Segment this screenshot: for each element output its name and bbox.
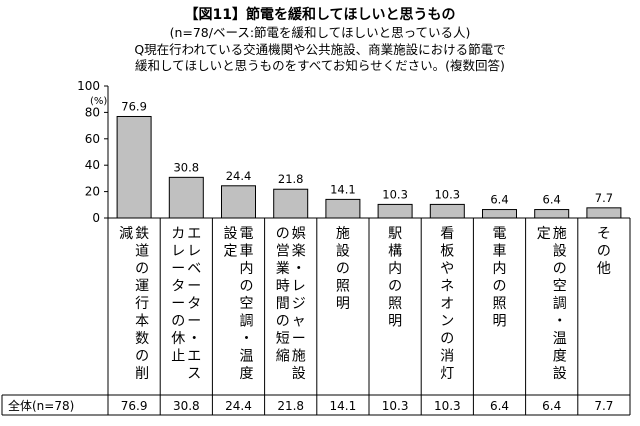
bar: [429, 203, 465, 219]
table-value: 10.3: [382, 399, 409, 413]
bar: [377, 203, 413, 219]
data-label: 76.9: [121, 99, 147, 113]
category-label: エレベーター・エスカレーターの休止: [171, 226, 201, 382]
category-labels: 鉄道の運行本数の削減 エレベーター・エスカレーターの休止電車内の空調・温度設定娯楽…: [119, 218, 611, 395]
y-tick-label: 0: [92, 211, 100, 225]
bar: [325, 198, 361, 219]
category-label: 娯楽・レジャー施設の営業時間の短縮: [276, 226, 306, 382]
data-label: 6.4: [543, 193, 561, 207]
chart-question-line1: Q現在行われている交通機関や公共施設、商業施設における節電で: [134, 42, 506, 57]
table-value: 6.4: [542, 399, 561, 413]
category-label: 看板やネオンの消灯: [440, 226, 454, 382]
table-value: 14.1: [330, 399, 357, 413]
data-label: 6.4: [490, 193, 508, 207]
data-label: 14.1: [330, 182, 356, 196]
category-label: 施設の照明: [336, 226, 350, 312]
data-label: 30.8: [173, 160, 199, 174]
y-tick-label: 80: [85, 105, 100, 119]
category-label: 鉄道の運行本数の削減: [119, 225, 149, 382]
bar: [273, 188, 309, 219]
data-labels: 76.9 30.8 24.4 21.8 14.1 10.3 10.3 6.4 6.4 7.7: [121, 99, 613, 206]
data-label: 10.3: [382, 187, 408, 201]
bar: [482, 209, 517, 219]
category-label: 施設の空調・温度設定: [537, 226, 567, 382]
data-label: 7.7: [595, 191, 613, 205]
table-value: 30.8: [173, 399, 200, 413]
bar: [168, 176, 204, 219]
table-value: 10.3: [434, 399, 461, 413]
chart-subtitle-base: (n=78/ベース:節電を緩和してほしいと思っている人): [169, 25, 471, 40]
category-label: 駅構内の照明: [388, 226, 402, 330]
table-value: 6.4: [490, 399, 509, 413]
chart-question-line2: 緩和してほしいと思うものをすべてお知らせください。(複数回答): [135, 58, 505, 73]
bar: [586, 207, 622, 219]
y-tick-label: 100: [77, 79, 100, 93]
category-label: 電車内の照明: [493, 226, 507, 330]
table-value: 21.8: [277, 399, 304, 413]
bar: [116, 115, 152, 219]
bar: [221, 185, 256, 219]
data-label: 21.8: [278, 172, 304, 186]
bar: [534, 209, 570, 219]
category-label: 電車内の空調・温度設定: [224, 226, 254, 382]
category-label: その他: [597, 226, 611, 277]
bars: [116, 115, 622, 219]
chart-title: 【図11】節電を緩和してほしいと思うもの: [184, 7, 456, 23]
data-label: 24.4: [226, 169, 252, 183]
y-tick-label: 20: [85, 185, 100, 199]
total-row-table: 全体(n=78) 76.9 30.8 24.4 21.8 14.1 10.3 10.3 6.4 6…: [1, 394, 631, 416]
y-tick-label: 40: [85, 158, 100, 172]
y-tick-label: 60: [85, 132, 100, 146]
table-value: 76.9: [121, 399, 148, 413]
y-unit-label: (%): [90, 96, 107, 107]
table-value: 24.4: [225, 399, 252, 413]
table-row-label: 全体(n=78): [8, 398, 74, 413]
data-label: 10.3: [434, 187, 460, 201]
table-value: 7.7: [594, 399, 613, 413]
